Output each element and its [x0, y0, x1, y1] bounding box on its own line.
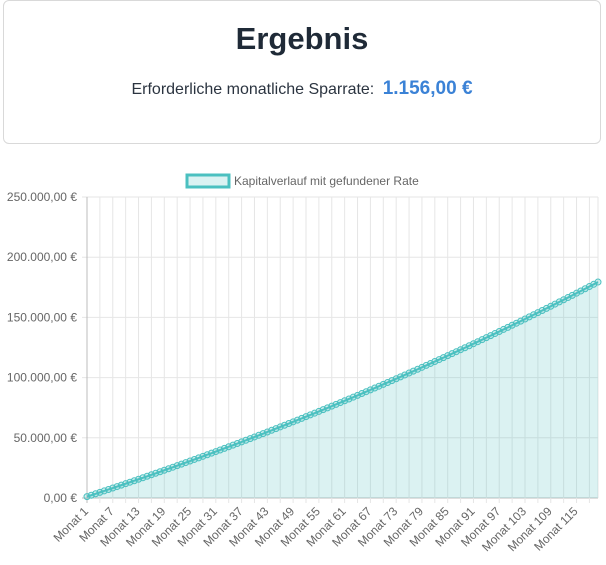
result-card: Ergebnis Erforderliche monatliche Sparra…: [3, 0, 601, 144]
y-tick-label: 200.000,00 €: [7, 250, 77, 264]
y-tick-label: 100.000,00 €: [7, 371, 77, 385]
y-tick-label: 0,00 €: [44, 491, 78, 505]
result-label: Erforderliche monatliche Sparrate:: [131, 81, 375, 98]
series-area: [87, 282, 598, 498]
legend[interactable]: Kapitalverlauf mit gefundener Rate: [185, 173, 419, 189]
grid: [82, 196, 599, 503]
capital-chart: Kapitalverlauf mit gefundener Rate 0,00 …: [7, 173, 602, 554]
y-tick-label: 150.000,00 €: [7, 310, 77, 324]
result-line: Erforderliche monatliche Sparrate: 1.156…: [4, 78, 600, 100]
result-title: Ergebnis: [235, 21, 369, 56]
data-point: [594, 278, 602, 286]
y-axis: 0,00 € 50.000,00 € 100.000,00 € 150.000,00 …: [7, 190, 77, 505]
y-tick-label: 50.000,00 €: [14, 431, 78, 445]
result-value: 1.156,00 €: [382, 78, 473, 99]
legend-label: Kapitalverlauf mit gefundener Rate: [234, 174, 419, 188]
legend-swatch: [185, 173, 231, 189]
y-tick-label: 250.000,00 €: [7, 190, 77, 204]
series-points: [83, 278, 602, 501]
series-line: [86, 281, 599, 498]
